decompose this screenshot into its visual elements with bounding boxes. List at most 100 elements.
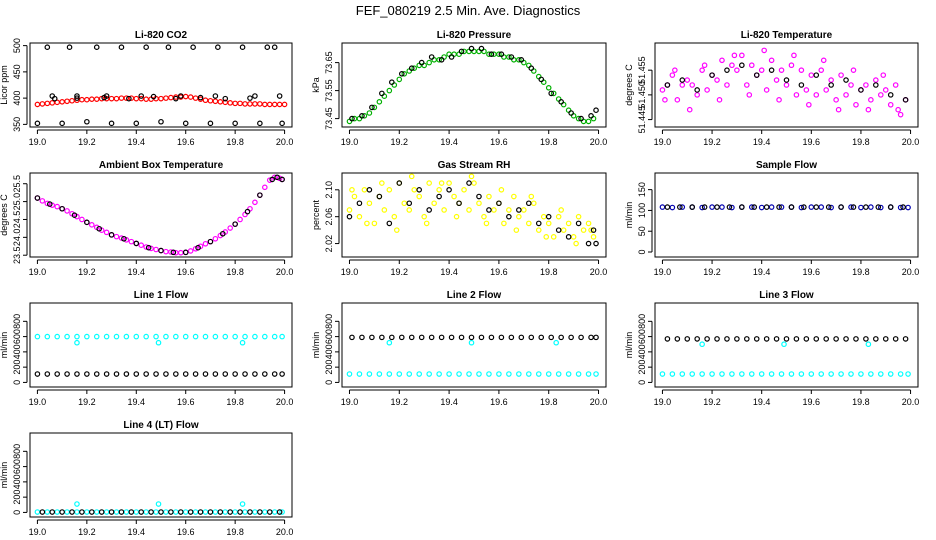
data-point (669, 204, 676, 211)
y-tick-label: 800 (12, 444, 22, 459)
data-point (408, 65, 415, 72)
chart-title: Li-820 Temperature (741, 30, 833, 41)
data-point (202, 371, 209, 377)
x-tick-label: 19.6 (803, 137, 821, 147)
data-point (699, 204, 705, 211)
data-point (748, 371, 755, 377)
x-tick-label: 19.4 (440, 267, 458, 277)
data-point (401, 71, 408, 77)
data-point (44, 333, 51, 340)
data-point (386, 187, 393, 193)
data-point (739, 52, 745, 59)
data-point (823, 87, 829, 93)
data-point (361, 187, 368, 193)
data-point (49, 93, 56, 99)
data-point (701, 204, 708, 210)
data-point (887, 204, 894, 210)
data-point (396, 76, 403, 83)
data-point (778, 371, 785, 377)
chart-line2: Line 2 Flow ml/min 19.0 19.2 19.4 19.6 19.8 20.… (311, 290, 607, 407)
data-point (212, 333, 219, 340)
data-point (192, 371, 199, 377)
data-point (177, 509, 184, 515)
data-point (242, 333, 248, 340)
data-point (271, 371, 278, 377)
data-point (269, 176, 276, 183)
data-point (808, 371, 815, 377)
data-point (833, 97, 839, 103)
y-axis: 350 400 450 500 (12, 38, 28, 132)
data-point (163, 371, 169, 377)
data-point (828, 82, 834, 88)
data-point (905, 204, 911, 211)
y-tick-label: 25.0 (12, 193, 22, 211)
data-point (118, 44, 125, 51)
data-point (516, 56, 522, 63)
data-point (93, 509, 100, 515)
data-point (123, 333, 130, 340)
data-point (714, 204, 720, 210)
data-point (103, 509, 110, 515)
y-tick-label: 800 (637, 314, 647, 329)
data-point (555, 227, 562, 233)
data-point (212, 235, 219, 242)
data-point (103, 371, 110, 377)
data-point (468, 45, 475, 52)
data-point (153, 246, 159, 253)
data-point (96, 225, 103, 232)
y-axis-label: ml/min (624, 202, 634, 229)
data-point (882, 87, 889, 93)
data-point (356, 213, 363, 220)
chart-title: Line 2 Flow (447, 290, 502, 301)
data-point (436, 371, 442, 377)
data-point (758, 371, 765, 377)
data-point (865, 341, 872, 348)
series-line-3-flow-2-5-min-avg (659, 341, 911, 377)
data-point (411, 65, 418, 72)
plot-frame (29, 42, 293, 128)
series-line-3-flow-raw (664, 336, 909, 342)
data-point (679, 82, 686, 88)
data-point (257, 192, 263, 198)
chart-rh: Gas Stream RH percent 19.0 19.2 19.4 19.6 19.8… (311, 160, 607, 277)
data-point (590, 234, 597, 240)
data-point (279, 120, 285, 127)
data-point (155, 501, 162, 507)
data-point (202, 333, 209, 340)
data-point (466, 180, 472, 186)
data-point (694, 336, 700, 342)
x-tick-label: 19.8 (226, 397, 244, 407)
data-point (59, 120, 65, 127)
data-point (902, 97, 909, 103)
data-point (525, 220, 532, 227)
data-point (406, 207, 413, 213)
data-point (262, 333, 268, 340)
data-point (276, 101, 283, 108)
series-li-820-temperature-2-5-min-avg (659, 47, 909, 118)
x-tick-label: 20.0 (276, 527, 294, 537)
data-point (173, 509, 179, 515)
data-point (232, 120, 238, 127)
data-point (843, 77, 849, 83)
data-point (170, 249, 177, 256)
data-point (133, 371, 140, 377)
data-point (84, 96, 90, 103)
data-point (366, 371, 373, 377)
y-tick-label: 200 (637, 360, 647, 375)
x-tick-label: 19.2 (391, 137, 409, 147)
y-tick-label: 500 (12, 38, 22, 53)
data-point (458, 48, 465, 55)
data-point (121, 235, 127, 242)
data-point (406, 200, 413, 207)
data-point (528, 193, 535, 200)
x-tick-label: 19.6 (490, 267, 508, 277)
data-point (575, 220, 582, 227)
data-point (182, 509, 189, 515)
data-point (801, 204, 807, 210)
data-point (54, 371, 60, 377)
data-point (902, 336, 909, 342)
data-point (900, 204, 906, 210)
data-point (525, 200, 532, 207)
